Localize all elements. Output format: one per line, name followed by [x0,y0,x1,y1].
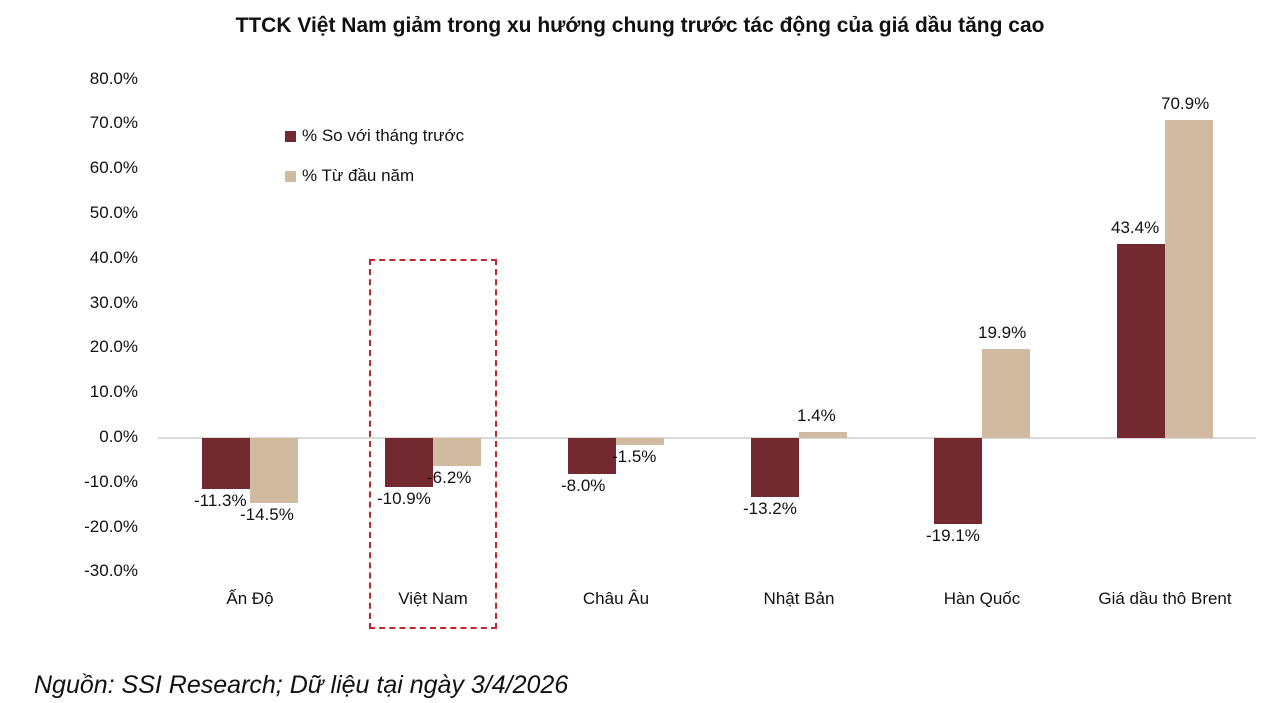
legend-label-mom: % So với tháng trước [302,126,465,145]
bar-mom [934,438,982,524]
y-tick-label: 50.0% [89,203,138,222]
bar-ytd [616,438,664,445]
bar-ytd [982,348,1030,438]
legend-item-mom: % So với tháng trước [285,126,464,146]
y-tick-label: 10.0% [89,382,138,402]
category-label: Châu Âu [582,589,650,608]
bar-mom [568,438,616,474]
y-tick-label: -20.0% [84,516,138,536]
value-label-ytd: -14.5% [240,504,294,524]
zero-baseline [158,437,1256,439]
value-label-mom: -13.2% [743,499,797,519]
y-tick-label: 20.0% [89,337,138,357]
value-label-mom: 43.4% [1111,217,1160,237]
value-label-ytd: 1.4% [797,405,836,425]
legend-item-ytd: % Từ đầu năm [285,166,414,186]
y-tick-label: -30.0% [84,561,138,581]
category-label: Hàn Quốc [943,589,1021,608]
bar-mom [202,438,250,489]
category-label: Nhật Bản [763,589,835,608]
chart-title: TTCK Việt Nam giảm trong xu hướng chung … [235,14,1045,37]
legend-swatch-ytd [285,170,296,182]
bar-mom [1117,243,1165,438]
value-label-ytd: -1.5% [612,446,657,466]
source-note: Nguồn: SSI Research; Dữ liệu tại ngày 3/… [34,671,569,699]
y-tick-label: 70.0% [89,113,138,133]
y-tick-label: 30.0% [89,292,138,312]
category-label: Việt Nam [398,589,468,608]
value-label-mom: -11.3% [194,490,247,510]
bar-ytd [250,438,298,503]
value-label-ytd: 70.9% [1161,94,1210,114]
vietnam-highlight-box [369,259,497,629]
legend-label-ytd: % Từ đầu năm [302,166,415,185]
legend-swatch-mom [285,130,296,142]
bar-ytd [799,431,847,438]
y-tick-label: 0.0% [99,427,138,446]
category-label: Ấn Độ [226,589,274,608]
y-tick-label: 40.0% [89,247,138,267]
value-label-mom: -8.0% [561,475,606,495]
bar-mom [385,438,433,487]
bar-ytd [1165,120,1213,438]
value-label-ytd: 19.9% [978,322,1027,342]
y-tick-label: -10.0% [84,471,138,491]
category-label: Giá dầu thô Brent [1098,589,1232,608]
bar-ytd [433,438,481,466]
value-label-ytd: -6.2% [427,467,472,487]
y-tick-label: 80.0% [89,68,138,88]
value-label-mom: -10.9% [377,488,431,508]
y-tick-label: 60.0% [89,158,138,178]
value-label-mom: -19.1% [926,525,980,545]
bar-mom [751,438,799,498]
